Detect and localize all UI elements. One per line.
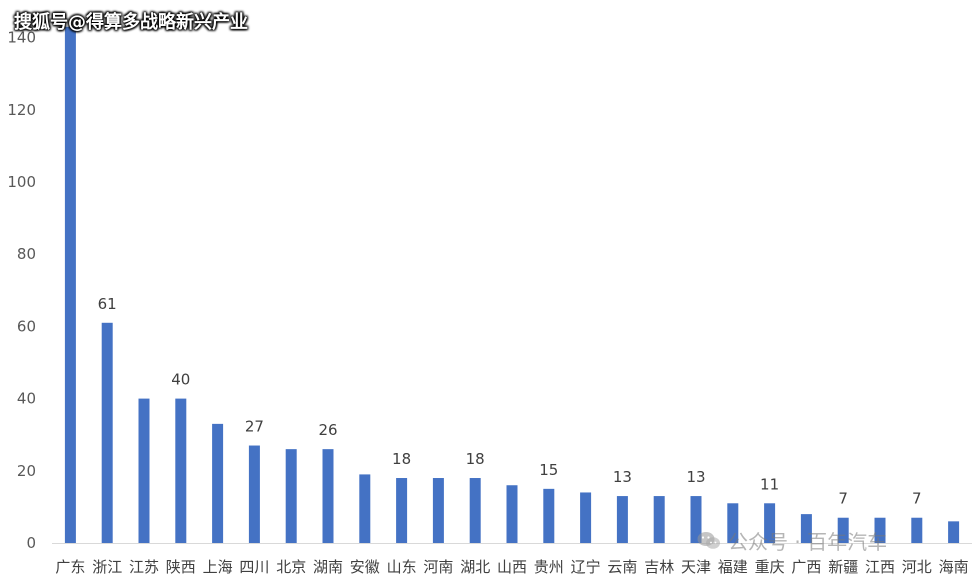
y-tick-label: 40 (17, 390, 36, 408)
wechat-icon (697, 531, 720, 549)
y-tick-label: 100 (7, 173, 36, 191)
y-tick-label: 0 (26, 534, 36, 552)
data-label: 26 (318, 421, 337, 439)
category-label: 浙江 (92, 558, 122, 576)
bar (175, 398, 187, 543)
bar (359, 474, 371, 543)
bar (138, 398, 150, 543)
category-label: 辽宁 (571, 558, 601, 576)
data-label: 18 (392, 450, 411, 468)
data-labels: 61 40 27 26 18 18 15 13 13 11 7 7 (98, 295, 922, 508)
category-labels: 广东 浙江 江苏 陕西 上海 四川 北京 湖南 安徽 山东 河南 湖北 山西 贵州 辽宁 云南 吉林 天津 福建 重庆… (55, 558, 968, 576)
bar (837, 517, 849, 543)
bar (911, 517, 923, 543)
data-label: 18 (466, 450, 485, 468)
category-label: 福建 (718, 558, 748, 576)
category-label: 上海 (203, 558, 233, 576)
category-label: 重庆 (755, 558, 785, 576)
y-tick-label: 60 (17, 317, 36, 335)
bar (800, 514, 812, 543)
category-label: 河北 (902, 558, 932, 576)
data-label: 13 (686, 468, 705, 486)
watermark-bottom: 公众号 · 百年汽车 (696, 526, 887, 555)
bar (432, 478, 444, 543)
category-label: 山东 (387, 558, 417, 576)
category-label: 广西 (791, 558, 821, 576)
bar (396, 478, 408, 543)
data-label: 40 (171, 371, 190, 389)
category-label: 山西 (497, 558, 527, 576)
data-label: 15 (539, 461, 558, 479)
category-label: 四川 (239, 558, 269, 576)
watermark-bottom-text: 公众号 · 百年汽车 (728, 530, 888, 554)
category-label: 云南 (607, 558, 637, 576)
bar (543, 488, 555, 543)
category-label: 安徽 (350, 558, 380, 576)
data-label: 61 (98, 295, 117, 313)
category-label: 广东 (55, 558, 85, 576)
data-label: 13 (613, 468, 632, 486)
y-tick-label: 140 (7, 29, 36, 47)
category-label: 北京 (276, 558, 306, 576)
y-tick-label: 20 (17, 462, 36, 480)
y-tick-label: 120 (7, 101, 36, 119)
watermark-top: 搜狐号@得算多战略新兴产业 (14, 12, 248, 33)
y-axis-ticks: 0 20 40 60 80 100 120 140 (7, 29, 36, 552)
category-label: 湖北 (460, 558, 490, 576)
bar (580, 492, 592, 543)
bar (212, 423, 224, 543)
category-label: 吉林 (644, 558, 674, 576)
bar (506, 485, 518, 543)
data-label: 11 (760, 475, 779, 493)
bar (469, 478, 481, 543)
bar (248, 445, 260, 543)
bar (727, 503, 739, 543)
category-label: 天津 (681, 558, 711, 576)
category-label: 江西 (865, 558, 895, 576)
category-label: 河南 (423, 558, 453, 576)
bar (64, 26, 76, 543)
bar (764, 503, 776, 543)
bar-series (64, 26, 960, 543)
bar (948, 521, 960, 543)
bar (322, 449, 334, 543)
data-label: 7 (912, 490, 922, 508)
bar (653, 496, 665, 543)
bar (101, 322, 113, 543)
data-label: 7 (838, 490, 848, 508)
category-label: 陕西 (166, 558, 196, 576)
category-label: 贵州 (534, 558, 564, 576)
bar (874, 517, 886, 543)
category-label: 湖南 (313, 558, 343, 576)
category-label: 新疆 (828, 558, 858, 576)
category-label: 海南 (939, 558, 969, 576)
y-tick-label: 80 (17, 245, 36, 263)
category-label: 江苏 (129, 558, 159, 576)
data-label: 27 (245, 418, 264, 436)
bar (616, 496, 628, 543)
bar (690, 496, 702, 543)
bar (285, 449, 297, 543)
